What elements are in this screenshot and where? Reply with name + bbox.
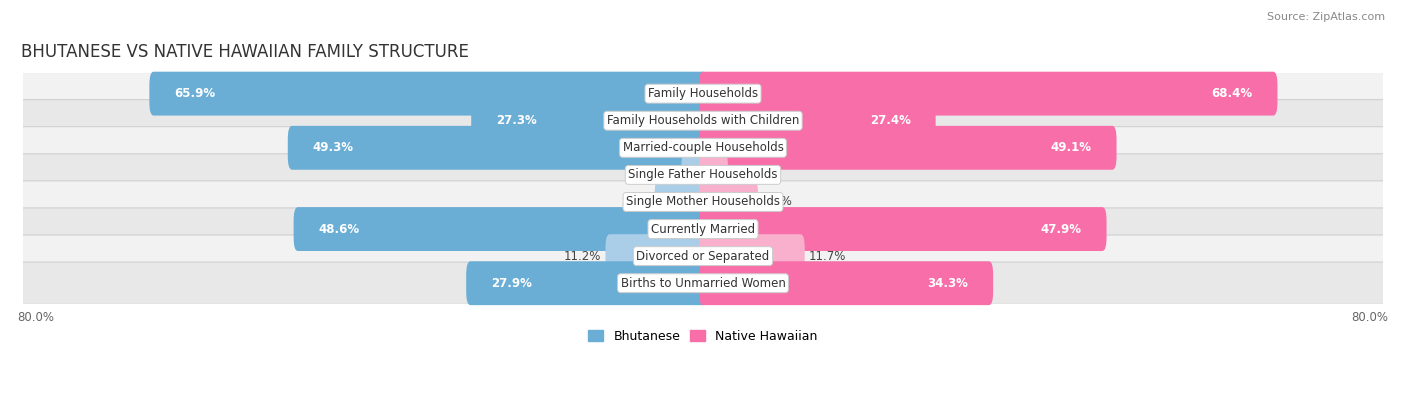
Text: 6.1%: 6.1% [762,196,792,209]
Text: 48.6%: 48.6% [319,222,360,235]
Text: 27.4%: 27.4% [870,114,911,127]
FancyBboxPatch shape [288,126,707,170]
Text: 27.9%: 27.9% [491,277,531,290]
FancyBboxPatch shape [21,73,1385,115]
FancyBboxPatch shape [21,208,1385,250]
FancyBboxPatch shape [699,71,1278,116]
FancyBboxPatch shape [21,262,1385,305]
FancyBboxPatch shape [21,154,1385,196]
FancyBboxPatch shape [699,126,1116,170]
FancyBboxPatch shape [699,153,728,197]
FancyBboxPatch shape [21,181,1385,223]
FancyBboxPatch shape [471,99,707,143]
FancyBboxPatch shape [655,180,707,224]
FancyBboxPatch shape [606,234,707,278]
FancyBboxPatch shape [682,153,707,197]
Text: Currently Married: Currently Married [651,222,755,235]
Text: Divorced or Separated: Divorced or Separated [637,250,769,263]
Text: BHUTANESE VS NATIVE HAWAIIAN FAMILY STRUCTURE: BHUTANESE VS NATIVE HAWAIIAN FAMILY STRU… [21,43,468,61]
FancyBboxPatch shape [699,99,935,143]
Text: Source: ZipAtlas.com: Source: ZipAtlas.com [1267,12,1385,22]
Text: 49.3%: 49.3% [312,141,354,154]
Text: 34.3%: 34.3% [928,277,969,290]
Legend: Bhutanese, Native Hawaiian: Bhutanese, Native Hawaiian [583,325,823,348]
FancyBboxPatch shape [699,180,758,224]
FancyBboxPatch shape [21,100,1385,142]
Text: Births to Unmarried Women: Births to Unmarried Women [620,277,786,290]
Text: 2.1%: 2.1% [647,168,678,181]
Text: Single Father Households: Single Father Households [628,168,778,181]
Text: 11.7%: 11.7% [808,250,846,263]
FancyBboxPatch shape [21,235,1385,277]
Text: 65.9%: 65.9% [174,87,215,100]
Text: Single Mother Households: Single Mother Households [626,196,780,209]
FancyBboxPatch shape [149,71,707,116]
Text: 49.1%: 49.1% [1050,141,1091,154]
Text: 68.4%: 68.4% [1212,87,1253,100]
FancyBboxPatch shape [294,207,707,251]
FancyBboxPatch shape [21,127,1385,169]
FancyBboxPatch shape [699,234,804,278]
Text: 2.5%: 2.5% [733,168,762,181]
FancyBboxPatch shape [699,207,1107,251]
FancyBboxPatch shape [467,261,707,305]
FancyBboxPatch shape [699,261,993,305]
Text: Family Households: Family Households [648,87,758,100]
Text: Family Households with Children: Family Households with Children [607,114,799,127]
Text: 11.2%: 11.2% [564,250,602,263]
Text: 5.3%: 5.3% [621,196,651,209]
Text: Married-couple Households: Married-couple Households [623,141,783,154]
Text: 47.9%: 47.9% [1040,222,1081,235]
Text: 27.3%: 27.3% [496,114,537,127]
